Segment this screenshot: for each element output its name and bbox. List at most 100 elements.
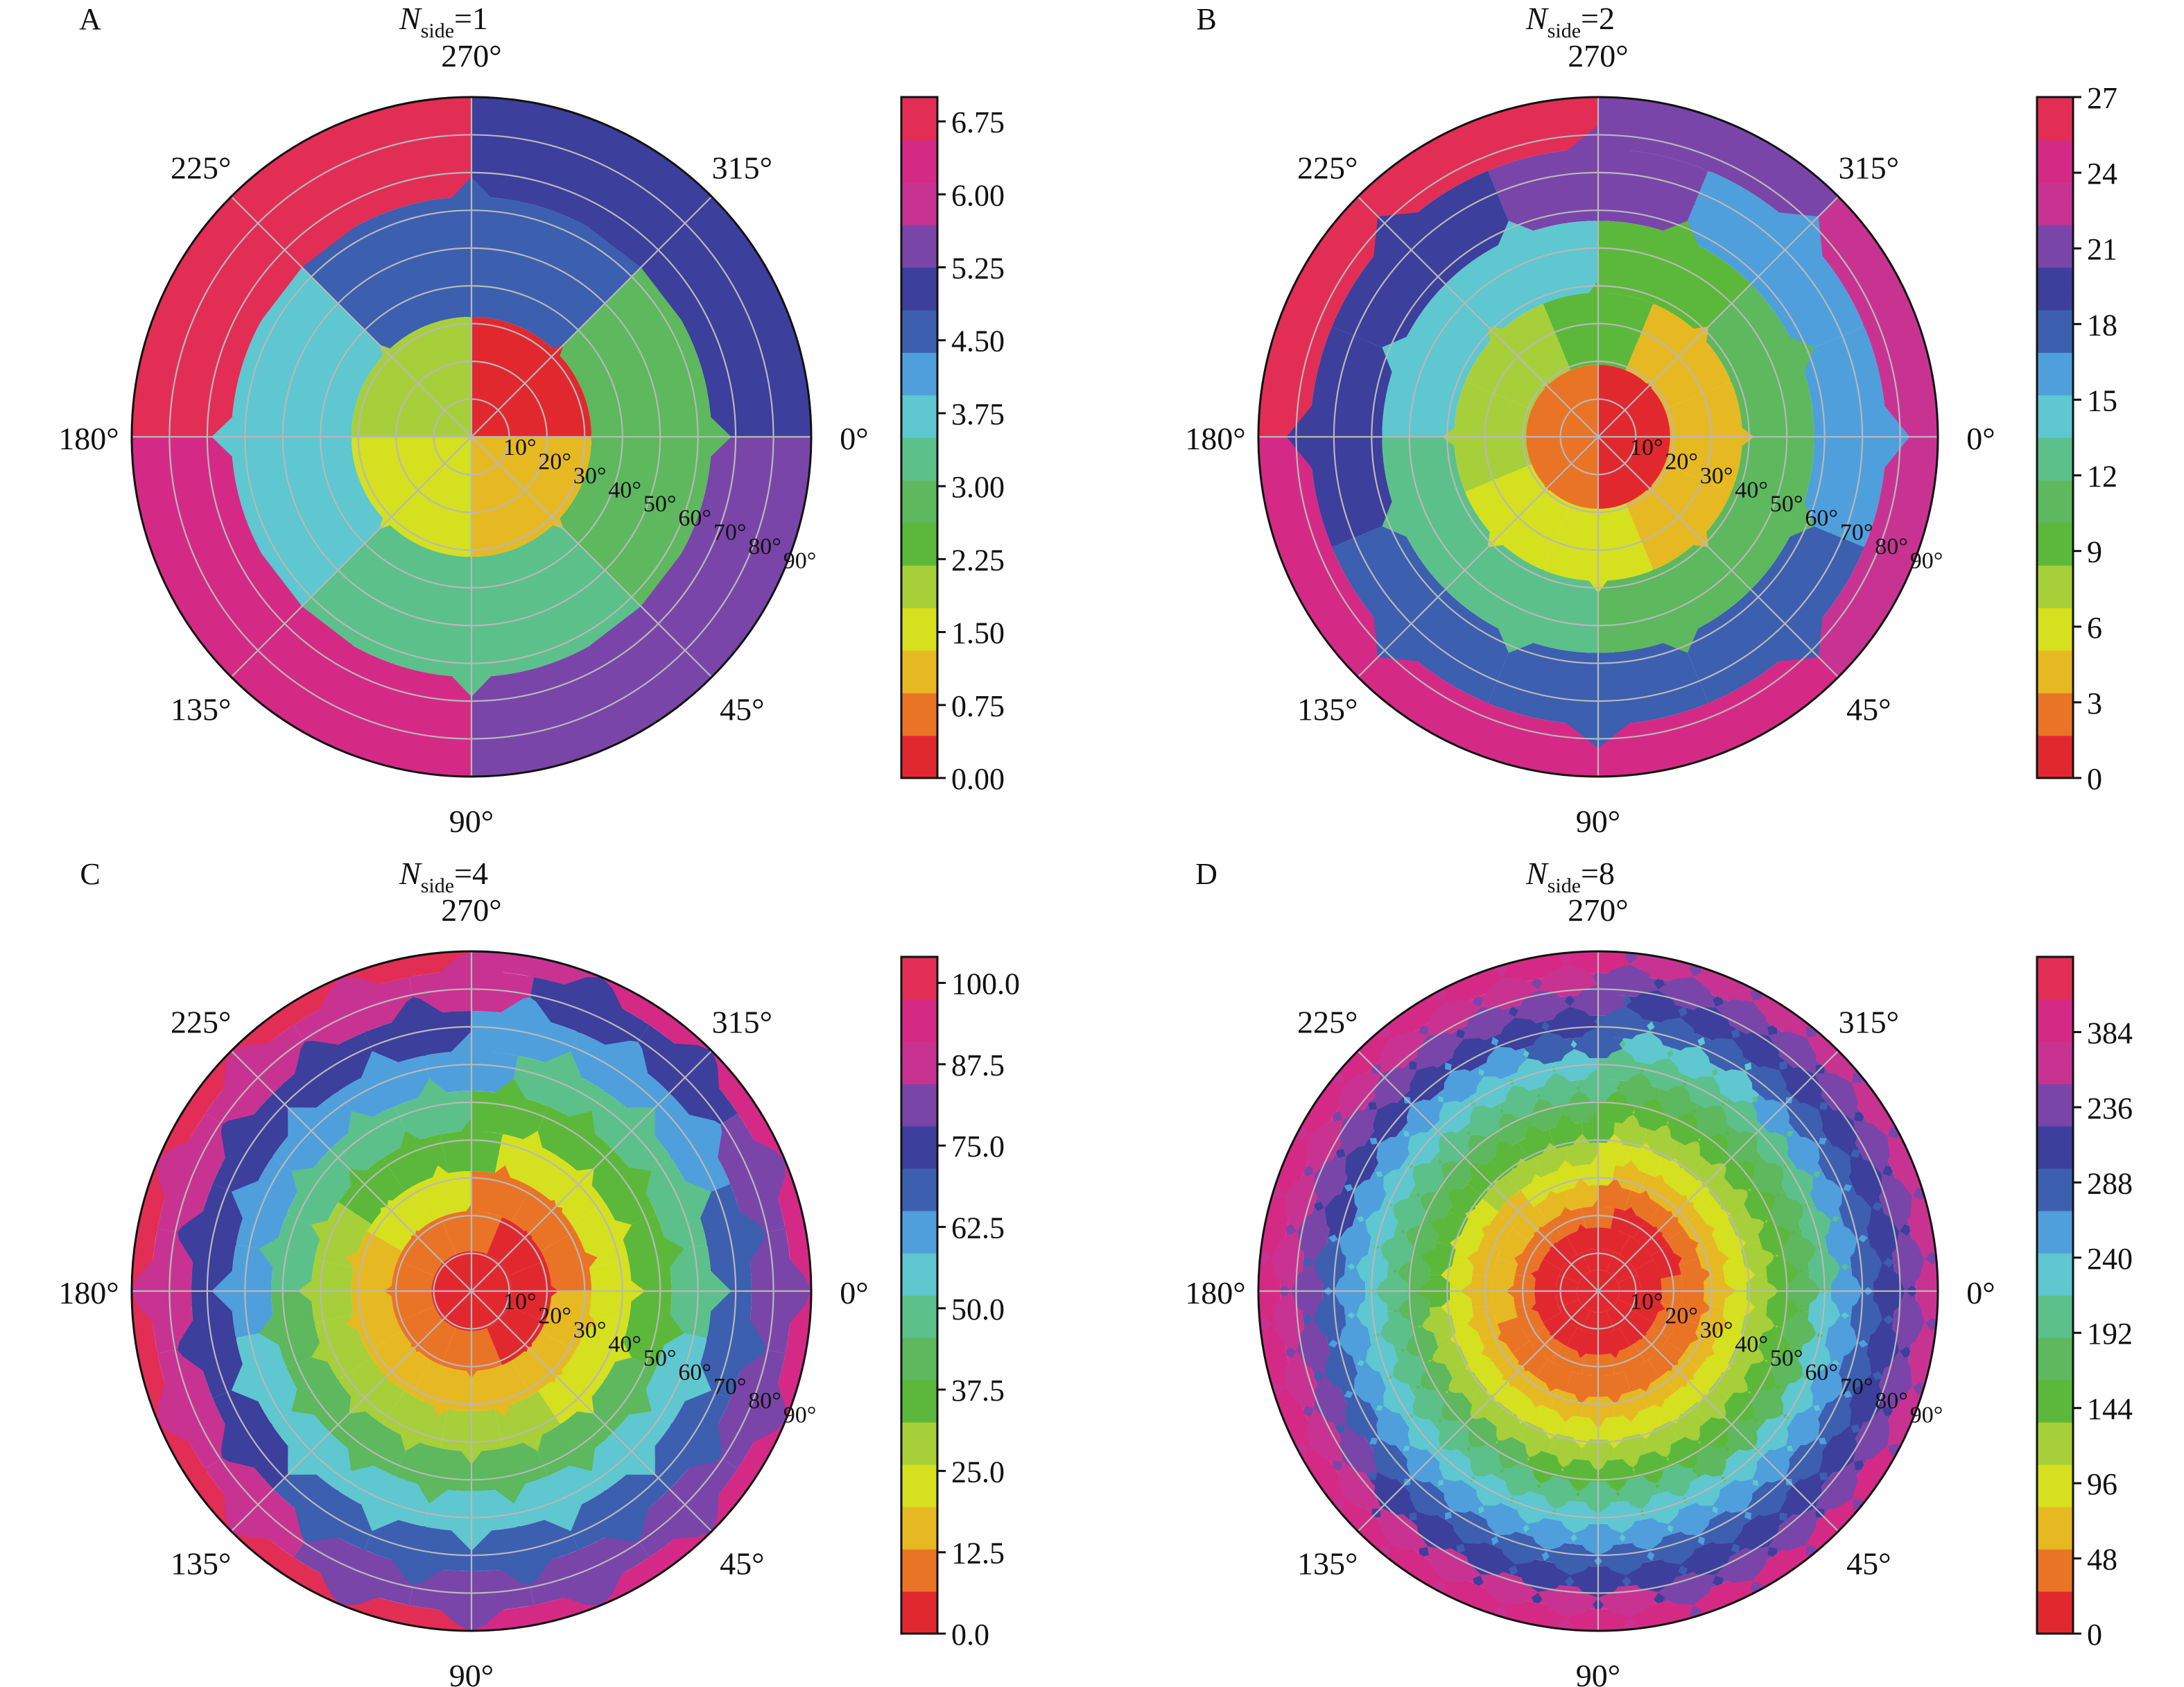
healpix-cell <box>1826 1220 1869 1268</box>
healpix-cell <box>1400 1325 1437 1361</box>
radial-tick-label: 30° <box>1700 1317 1733 1343</box>
colorbar-tick-label: 3.75 <box>951 397 1005 431</box>
angle-tick-label: 270° <box>1568 38 1628 73</box>
angle-tick-label: 315° <box>1839 1005 1899 1040</box>
angle-tick-label: 45° <box>1846 691 1891 727</box>
radial-tick-label: 60° <box>678 1360 711 1385</box>
radial-tick-label: 30° <box>573 1317 607 1343</box>
healpix-cell <box>1539 1066 1579 1105</box>
healpix-cell <box>1753 1385 1789 1419</box>
healpix-cell <box>1554 1039 1599 1081</box>
healpix-cell <box>1571 1224 1599 1251</box>
healpix-cell <box>1743 1244 1778 1277</box>
radial-tick-label: 40° <box>608 477 641 503</box>
healpix-cell <box>1826 435 1938 667</box>
healpix-cell <box>1597 1039 1643 1081</box>
colorbar-tick-label: 96 <box>2087 1467 2117 1501</box>
colorbar-band <box>2037 693 2073 715</box>
healpix-cell <box>1537 1586 1599 1631</box>
radial-tick-label: 80° <box>1875 1388 1908 1414</box>
radial-tick-label: 30° <box>573 463 607 489</box>
healpix-cell <box>1683 1476 1722 1514</box>
colorbar-band <box>2037 544 2073 566</box>
colorbar-band <box>2037 522 2073 545</box>
healpix-cell <box>1445 1188 1476 1217</box>
healpix-cell <box>1692 1100 1726 1136</box>
colorbar-band <box>2037 1168 2073 1191</box>
colorbar-tick-label: 236 <box>2087 1091 2133 1125</box>
healpix-cell <box>498 1130 550 1181</box>
healpix-cell <box>1551 1111 1584 1146</box>
colorbar-band <box>901 586 937 609</box>
colorbar-tick-label: 4.50 <box>951 325 1005 358</box>
healpix-cell <box>1808 1247 1850 1292</box>
healpix-cell <box>1528 1093 1564 1130</box>
healpix-cell <box>1258 1290 1303 1352</box>
colorbar-band <box>901 225 937 247</box>
angle-tick-label: 90° <box>449 804 494 839</box>
title-value: =1 <box>454 1 488 36</box>
healpix-cell <box>1597 665 1828 777</box>
colorbar-band <box>901 1464 937 1487</box>
colorbar-band <box>901 1020 937 1042</box>
colorbar-band <box>2037 650 2073 673</box>
colorbar-band <box>2037 97 2073 119</box>
polar-grid <box>1257 950 1939 1632</box>
healpix-cell <box>1617 1066 1657 1105</box>
colorbar-band <box>901 1062 937 1084</box>
radial-tick-label: 20° <box>1665 1304 1698 1329</box>
radial-tick-label: 50° <box>643 1346 677 1372</box>
healpix-cell <box>1407 1385 1444 1419</box>
healpix-cell <box>1720 1365 1751 1394</box>
colorbar-band <box>901 1338 937 1360</box>
colorbar-band <box>901 565 937 587</box>
angle-tick-label: 90° <box>1576 1658 1620 1687</box>
angle-tick-label: 225° <box>1297 1005 1358 1040</box>
healpix-cell <box>311 1317 361 1369</box>
healpix-cell <box>1428 1336 1462 1367</box>
colorbar-band <box>2037 1422 2073 1444</box>
healpix-cell <box>1613 1111 1645 1146</box>
panel-b: 0° 45° 90° 135° 180° 225° 270° 315° 10°20°30°40°… <box>1185 1 2117 839</box>
healpix-cell <box>627 1221 684 1292</box>
angle-tick-label: 45° <box>1846 1546 1891 1581</box>
angle-tick-label: 90° <box>1576 804 1620 839</box>
healpix-cell <box>1766 1290 1804 1327</box>
colorbar-band <box>2037 267 2073 289</box>
title-symbol: N <box>399 856 422 891</box>
angle-tick-label: 225° <box>171 150 231 186</box>
title-symbol: N <box>1525 1 1549 36</box>
healpix-cell <box>1527 1021 1575 1063</box>
healpix-cell <box>1400 1221 1437 1257</box>
healpix-cell <box>1562 1459 1599 1497</box>
healpix-cell <box>627 1290 684 1361</box>
colorbar-band <box>901 1485 937 1507</box>
healpix-cell <box>1368 665 1600 777</box>
colorbar-band <box>2037 458 2073 481</box>
colorbar-band <box>2037 1274 2073 1296</box>
colorbar-band <box>901 1105 937 1127</box>
title-value: =2 <box>1581 1 1615 36</box>
colorbar-band <box>2037 1338 2073 1360</box>
healpix-cell <box>539 1418 600 1471</box>
colorbar-band <box>901 1443 937 1465</box>
healpix-cell <box>1760 1221 1796 1257</box>
colorbar-band <box>901 1147 937 1169</box>
angle-tick-label: 45° <box>720 1546 764 1581</box>
healpix-cell <box>598 1163 652 1223</box>
angle-tick-label: 135° <box>1297 691 1358 727</box>
healpix-cell <box>1747 1359 1780 1392</box>
polar-frame <box>130 96 813 778</box>
healpix-cell <box>1392 1255 1430 1292</box>
healpix-cell <box>1428 1215 1462 1246</box>
healpix-cell <box>598 1359 652 1419</box>
panel-title: Nside=2 <box>1525 1 1615 42</box>
healpix-cell <box>1683 1069 1722 1107</box>
healpix-cell <box>1373 1232 1412 1272</box>
healpix-cell <box>1725 436 1814 565</box>
angle-tick-label: 270° <box>1568 892 1628 928</box>
colorbar-tick-label: 75.0 <box>951 1130 1005 1163</box>
healpix-cell <box>1783 1376 1821 1415</box>
healpix-cell <box>1258 207 1370 438</box>
colorbar: 0.00 0.75 1.50 2.25 3.00 3.75 4.50 5.25 6.00 6.75 <box>900 96 1005 796</box>
